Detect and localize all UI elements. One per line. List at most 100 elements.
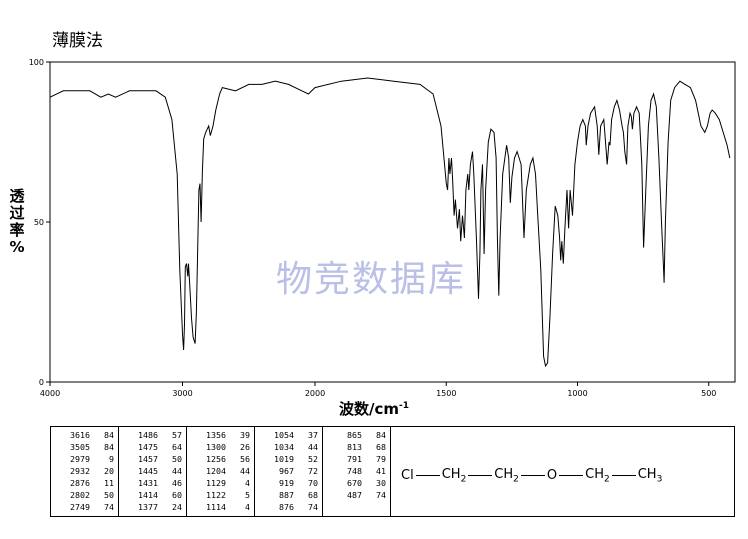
x-axis-label: 波数/cm-1	[338, 400, 409, 418]
peak-row: 2932 20	[60, 465, 118, 477]
x-tick-label: 1000	[567, 389, 587, 398]
peak-row: 3616 84	[60, 429, 118, 441]
group-ch3: CH3	[637, 467, 663, 485]
peak-transmittance: 9	[109, 454, 114, 464]
atom-cl: Cl	[401, 468, 414, 484]
peak-column: 1486 57 1475 64 1457 50 1445 44 1431 46 1414 60 1377…	[119, 427, 187, 516]
y-axis-label-char: 率	[9, 221, 25, 239]
peak-wavenumber: 3505	[70, 442, 90, 452]
peak-transmittance: 4	[245, 478, 250, 488]
peak-table: 3616 84 3505 84 2979 9 2932 20 2876 11 2802 50 2749 7…	[50, 426, 735, 517]
peak-row: 1034 44	[264, 441, 322, 453]
bond	[520, 475, 545, 477]
peak-wavenumber: 813	[347, 442, 362, 452]
peak-row: 1204 44	[196, 465, 254, 477]
peak-wavenumber: 1414	[138, 490, 158, 500]
peak-row: 1114 4	[196, 501, 254, 513]
y-axis-label: 透过率%	[6, 188, 28, 256]
peak-wavenumber: 1114	[206, 502, 226, 512]
y-axis-label-char: 透	[9, 187, 25, 205]
peak-row: 1475 64	[128, 441, 186, 453]
peak-row: 967 72	[264, 465, 322, 477]
bond	[468, 475, 493, 477]
peak-wavenumber: 1019	[274, 454, 294, 464]
peak-wavenumber: 791	[347, 454, 362, 464]
peak-row: 1300 26	[196, 441, 254, 453]
peak-wavenumber: 1475	[138, 442, 158, 452]
peak-transmittance: 50	[104, 490, 114, 500]
peak-transmittance: 44	[308, 442, 318, 452]
peak-transmittance: 64	[172, 442, 182, 452]
peak-wavenumber: 967	[279, 466, 294, 476]
peak-transmittance: 4	[245, 502, 250, 512]
peak-wavenumber: 670	[347, 478, 362, 488]
peak-row: 670 30	[332, 477, 390, 489]
peak-row: 1129 4	[196, 477, 254, 489]
peak-row: 748 41	[332, 465, 390, 477]
peak-wavenumber: 1300	[206, 442, 226, 452]
peak-row: 2876 11	[60, 477, 118, 489]
peak-transmittance: 84	[376, 430, 386, 440]
peak-wavenumber: 2749	[70, 502, 90, 512]
peak-transmittance: 79	[376, 454, 386, 464]
peak-wavenumber: 748	[347, 466, 362, 476]
peak-wavenumber: 919	[279, 478, 294, 488]
peak-wavenumber: 887	[279, 490, 294, 500]
peak-row: 1431 46	[128, 477, 186, 489]
group-ch2: CH2	[441, 467, 467, 485]
peak-transmittance: 84	[104, 430, 114, 440]
peak-wavenumber: 2979	[70, 454, 90, 464]
peak-transmittance: 68	[308, 490, 318, 500]
peak-wavenumber: 1445	[138, 466, 158, 476]
method-label: 薄膜法	[52, 31, 103, 51]
structure-formula: Cl CH2 CH2 O CH2 CH3	[391, 427, 734, 516]
atom-o: O	[546, 468, 558, 484]
peak-wavenumber: 1256	[206, 454, 226, 464]
peak-row: 1019 52	[264, 453, 322, 465]
peak-transmittance: 20	[104, 466, 114, 476]
peak-wavenumber: 1129	[206, 478, 226, 488]
peak-transmittance: 68	[376, 442, 386, 452]
peak-transmittance: 84	[104, 442, 114, 452]
x-tick-label: 500	[701, 389, 716, 398]
peak-wavenumber: 2932	[70, 466, 90, 476]
peak-wavenumber: 1486	[138, 430, 158, 440]
peak-transmittance: 44	[240, 466, 250, 476]
transmittance-series-line	[49, 77, 731, 368]
peak-wavenumber: 1457	[138, 454, 158, 464]
ir-spectrum-chart: 0 50 100 4000 3000 2000 1500 1000 500	[29, 58, 736, 398]
group-ch2: CH2	[494, 467, 519, 485]
peak-transmittance: 70	[308, 478, 318, 488]
peak-row: 1445 44	[128, 465, 186, 477]
peak-transmittance: 11	[104, 478, 114, 488]
y-tick-label: 100	[29, 58, 44, 67]
peak-transmittance: 56	[240, 454, 250, 464]
peak-transmittance: 52	[308, 454, 318, 464]
peak-wavenumber: 1034	[274, 442, 294, 452]
peak-row: 1486 57	[128, 429, 186, 441]
peak-transmittance: 74	[104, 502, 114, 512]
peak-column: 3616 84 3505 84 2979 9 2932 20 2876 11 2802 50 2749 7…	[51, 427, 119, 516]
peak-row: 487 74	[332, 489, 390, 501]
peak-transmittance: 39	[240, 430, 250, 440]
peak-row: 876 74	[264, 501, 322, 513]
peak-transmittance: 44	[172, 466, 182, 476]
peak-row: 1356 39	[196, 429, 254, 441]
peak-transmittance: 57	[172, 430, 182, 440]
peak-row: 887 68	[264, 489, 322, 501]
peak-column: 1356 39 1300 26 1256 56 1204 44 1129 4 1122 5 1114 4	[187, 427, 255, 516]
x-tick-label: 1500	[436, 389, 456, 398]
peak-row: 1414 60	[128, 489, 186, 501]
peak-row: 2979 9	[60, 453, 118, 465]
peak-transmittance: 5	[245, 490, 250, 500]
peak-row: 2749 74	[60, 501, 118, 513]
peak-row: 3505 84	[60, 441, 118, 453]
peak-row: 1256 56	[196, 453, 254, 465]
y-axis-label-char: %	[9, 238, 25, 256]
peak-wavenumber: 1356	[206, 430, 226, 440]
peak-row: 1377 24	[128, 501, 186, 513]
peak-wavenumber: 1431	[138, 478, 158, 488]
bond	[559, 475, 584, 477]
peak-transmittance: 26	[240, 442, 250, 452]
peak-wavenumber: 1377	[138, 502, 158, 512]
